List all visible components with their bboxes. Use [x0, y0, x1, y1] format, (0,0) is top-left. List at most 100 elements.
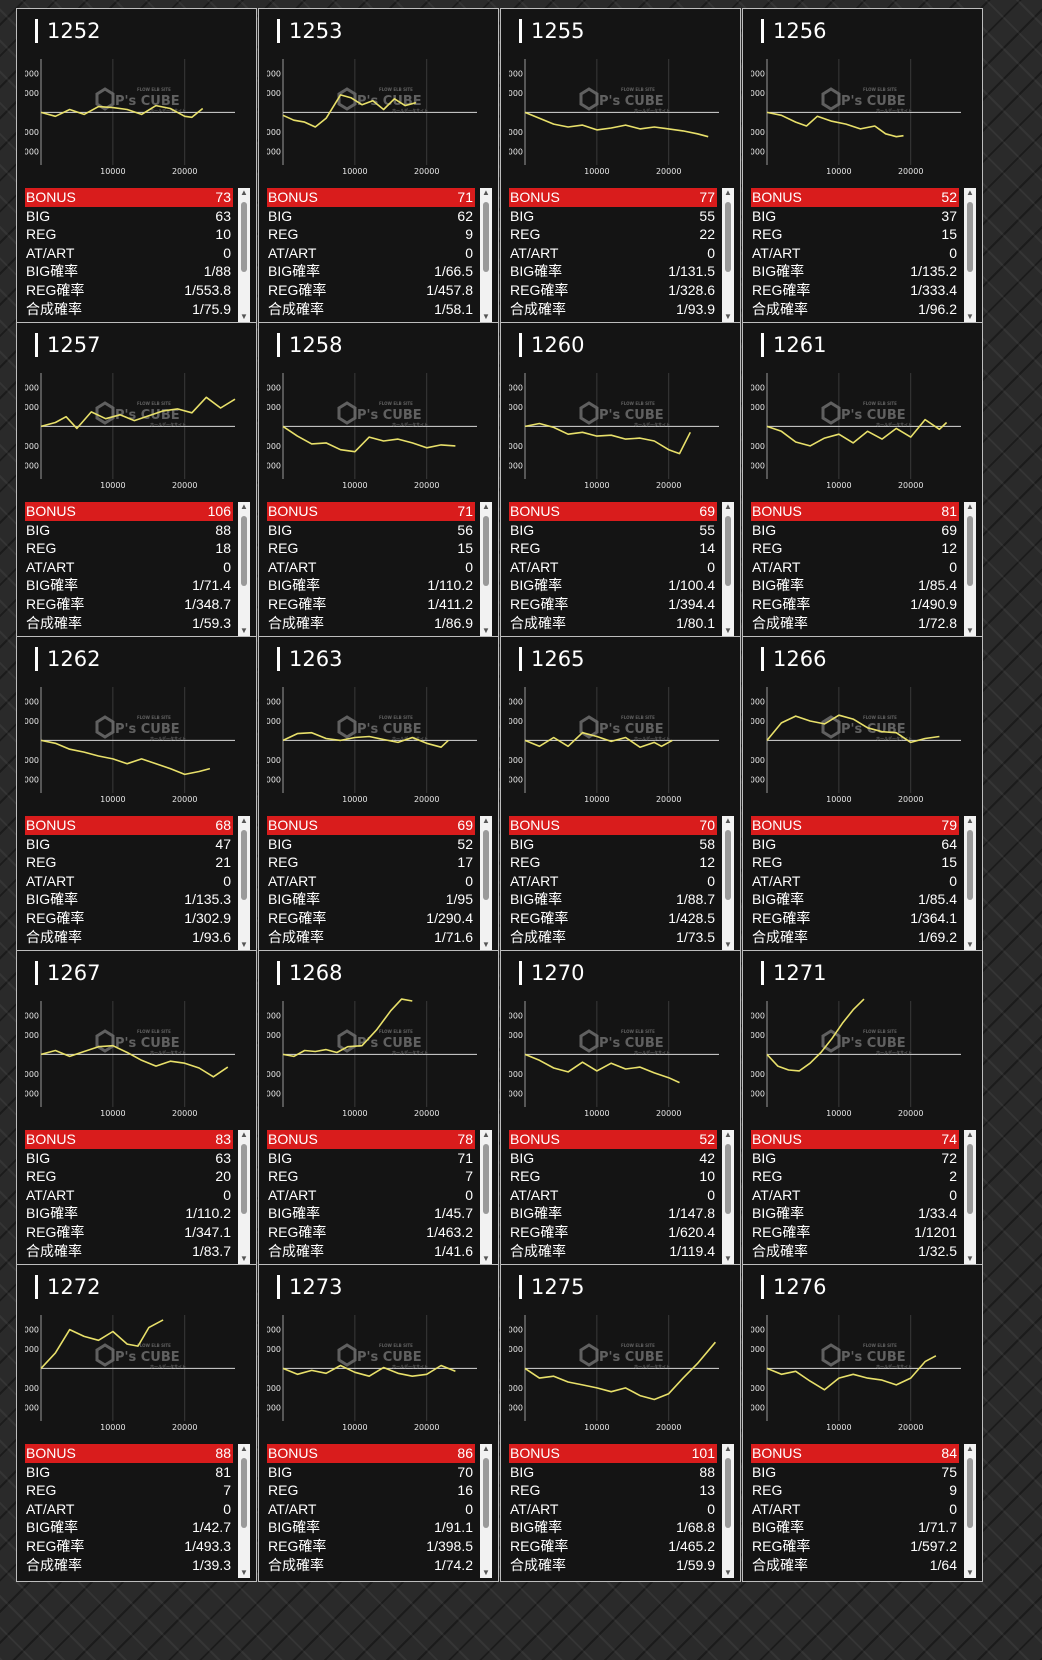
machine-card-1262[interactable]: 1262 P's CUBE FLOW ELB SITE ホールデータサイト 4000 2… — [16, 636, 257, 954]
machine-card-1258[interactable]: 1258 P's CUBE FLOW ELB SITE ホールデータサイト 4000 2… — [258, 322, 499, 640]
stats-scrollbar[interactable]: ▲ ▼ — [722, 188, 734, 322]
machine-card-1256[interactable]: 1256 P's CUBE FLOW ELB SITE ホールデータサイト 4000 2… — [742, 8, 983, 326]
scroll-thumb[interactable] — [725, 516, 731, 586]
scroll-up-arrow-icon[interactable]: ▲ — [240, 502, 248, 511]
scroll-up-arrow-icon[interactable]: ▲ — [482, 1444, 490, 1453]
scroll-down-arrow-icon[interactable]: ▼ — [724, 626, 732, 635]
machine-card-1271[interactable]: 1271 P's CUBE FLOW ELB SITE ホールデータサイト 4000 2… — [742, 950, 983, 1268]
machine-card-1265[interactable]: 1265 P's CUBE FLOW ELB SITE ホールデータサイト 4000 2… — [500, 636, 741, 954]
scroll-up-arrow-icon[interactable]: ▲ — [240, 1444, 248, 1453]
stats-scrollbar[interactable]: ▲ ▼ — [238, 188, 250, 322]
stats-scrollbar[interactable]: ▲ ▼ — [480, 1130, 492, 1264]
scroll-down-arrow-icon[interactable]: ▼ — [724, 1568, 732, 1577]
scroll-thumb[interactable] — [483, 830, 489, 900]
scroll-down-arrow-icon[interactable]: ▼ — [240, 1568, 248, 1577]
scroll-thumb[interactable] — [967, 516, 973, 586]
machine-card-1276[interactable]: 1276 P's CUBE FLOW ELB SITE ホールデータサイト 4000 2… — [742, 1264, 983, 1582]
scroll-up-arrow-icon[interactable]: ▲ — [240, 188, 248, 197]
scroll-thumb[interactable] — [725, 830, 731, 900]
scroll-thumb[interactable] — [967, 830, 973, 900]
stats-scrollbar[interactable]: ▲ ▼ — [238, 816, 250, 950]
scroll-thumb[interactable] — [483, 1458, 489, 1528]
machine-card-1255[interactable]: 1255 P's CUBE FLOW ELB SITE ホールデータサイト 4000 2… — [500, 8, 741, 326]
scroll-down-arrow-icon[interactable]: ▼ — [240, 1254, 248, 1263]
scroll-up-arrow-icon[interactable]: ▲ — [724, 1130, 732, 1139]
scroll-up-arrow-icon[interactable]: ▲ — [482, 502, 490, 511]
scroll-thumb[interactable] — [967, 1458, 973, 1528]
scroll-up-arrow-icon[interactable]: ▲ — [724, 502, 732, 511]
scroll-up-arrow-icon[interactable]: ▲ — [966, 502, 974, 511]
scroll-thumb[interactable] — [241, 202, 247, 272]
scroll-up-arrow-icon[interactable]: ▲ — [966, 1444, 974, 1453]
stats-scrollbar[interactable]: ▲ ▼ — [964, 816, 976, 950]
machine-card-1268[interactable]: 1268 P's CUBE FLOW ELB SITE ホールデータサイト 4000 2… — [258, 950, 499, 1268]
scroll-down-arrow-icon[interactable]: ▼ — [482, 1568, 490, 1577]
machine-card-1253[interactable]: 1253 P's CUBE FLOW ELB SITE ホールデータサイト 4000 2… — [258, 8, 499, 326]
scroll-up-arrow-icon[interactable]: ▲ — [240, 816, 248, 825]
scroll-thumb[interactable] — [241, 1458, 247, 1528]
scroll-up-arrow-icon[interactable]: ▲ — [240, 1130, 248, 1139]
scroll-down-arrow-icon[interactable]: ▼ — [966, 1568, 974, 1577]
scroll-up-arrow-icon[interactable]: ▲ — [482, 188, 490, 197]
scroll-down-arrow-icon[interactable]: ▼ — [724, 940, 732, 949]
scroll-down-arrow-icon[interactable]: ▼ — [724, 1254, 732, 1263]
scroll-down-arrow-icon[interactable]: ▼ — [482, 1254, 490, 1263]
stats-scrollbar[interactable]: ▲ ▼ — [964, 502, 976, 636]
scroll-thumb[interactable] — [241, 516, 247, 586]
machine-card-1261[interactable]: 1261 P's CUBE FLOW ELB SITE ホールデータサイト 4000 2… — [742, 322, 983, 640]
scroll-up-arrow-icon[interactable]: ▲ — [482, 1130, 490, 1139]
stats-scrollbar[interactable]: ▲ ▼ — [964, 1130, 976, 1264]
scroll-thumb[interactable] — [483, 1144, 489, 1214]
machine-card-1260[interactable]: 1260 P's CUBE FLOW ELB SITE ホールデータサイト 4000 2… — [500, 322, 741, 640]
scroll-thumb[interactable] — [967, 1144, 973, 1214]
scroll-down-arrow-icon[interactable]: ▼ — [240, 312, 248, 321]
scroll-down-arrow-icon[interactable]: ▼ — [240, 940, 248, 949]
scroll-thumb[interactable] — [725, 1458, 731, 1528]
scroll-up-arrow-icon[interactable]: ▲ — [724, 816, 732, 825]
scroll-up-arrow-icon[interactable]: ▲ — [966, 1130, 974, 1139]
scroll-thumb[interactable] — [241, 1144, 247, 1214]
stats-scrollbar[interactable]: ▲ ▼ — [238, 1130, 250, 1264]
machine-card-1267[interactable]: 1267 P's CUBE FLOW ELB SITE ホールデータサイト 4000 2… — [16, 950, 257, 1268]
stats-scrollbar[interactable]: ▲ ▼ — [480, 502, 492, 636]
stats-scrollbar[interactable]: ▲ ▼ — [238, 1444, 250, 1578]
machine-card-1272[interactable]: 1272 P's CUBE FLOW ELB SITE ホールデータサイト 4000 2… — [16, 1264, 257, 1582]
machine-card-1275[interactable]: 1275 P's CUBE FLOW ELB SITE ホールデータサイト 4000 2… — [500, 1264, 741, 1582]
scroll-thumb[interactable] — [967, 202, 973, 272]
scroll-down-arrow-icon[interactable]: ▼ — [724, 312, 732, 321]
stats-scrollbar[interactable]: ▲ ▼ — [238, 502, 250, 636]
scroll-down-arrow-icon[interactable]: ▼ — [240, 626, 248, 635]
scroll-down-arrow-icon[interactable]: ▼ — [966, 312, 974, 321]
stats-scrollbar[interactable]: ▲ ▼ — [722, 816, 734, 950]
machine-card-1270[interactable]: 1270 P's CUBE FLOW ELB SITE ホールデータサイト 4000 2… — [500, 950, 741, 1268]
scroll-down-arrow-icon[interactable]: ▼ — [482, 626, 490, 635]
scroll-up-arrow-icon[interactable]: ▲ — [966, 816, 974, 825]
stats-scrollbar[interactable]: ▲ ▼ — [480, 188, 492, 322]
scroll-up-arrow-icon[interactable]: ▲ — [482, 816, 490, 825]
scroll-thumb[interactable] — [725, 1144, 731, 1214]
scroll-thumb[interactable] — [725, 202, 731, 272]
scroll-thumb[interactable] — [483, 516, 489, 586]
scroll-down-arrow-icon[interactable]: ▼ — [966, 626, 974, 635]
stats-scrollbar[interactable]: ▲ ▼ — [722, 502, 734, 636]
scroll-down-arrow-icon[interactable]: ▼ — [966, 1254, 974, 1263]
stats-scrollbar[interactable]: ▲ ▼ — [722, 1444, 734, 1578]
scroll-up-arrow-icon[interactable]: ▲ — [724, 1444, 732, 1453]
scroll-up-arrow-icon[interactable]: ▲ — [724, 188, 732, 197]
machine-card-1252[interactable]: 1252 P's CUBE FLOW ELB SITE ホールデータサイト 4000 2… — [16, 8, 257, 326]
scroll-down-arrow-icon[interactable]: ▼ — [482, 940, 490, 949]
stats-scrollbar[interactable]: ▲ ▼ — [964, 188, 976, 322]
scroll-down-arrow-icon[interactable]: ▼ — [966, 940, 974, 949]
stats-scrollbar[interactable]: ▲ ▼ — [722, 1130, 734, 1264]
stats-scrollbar[interactable]: ▲ ▼ — [480, 816, 492, 950]
scroll-down-arrow-icon[interactable]: ▼ — [482, 312, 490, 321]
scroll-thumb[interactable] — [483, 202, 489, 272]
machine-card-1273[interactable]: 1273 P's CUBE FLOW ELB SITE ホールデータサイト 4000 2… — [258, 1264, 499, 1582]
stats-scrollbar[interactable]: ▲ ▼ — [964, 1444, 976, 1578]
scroll-up-arrow-icon[interactable]: ▲ — [966, 188, 974, 197]
scroll-thumb[interactable] — [241, 830, 247, 900]
stats-scrollbar[interactable]: ▲ ▼ — [480, 1444, 492, 1578]
